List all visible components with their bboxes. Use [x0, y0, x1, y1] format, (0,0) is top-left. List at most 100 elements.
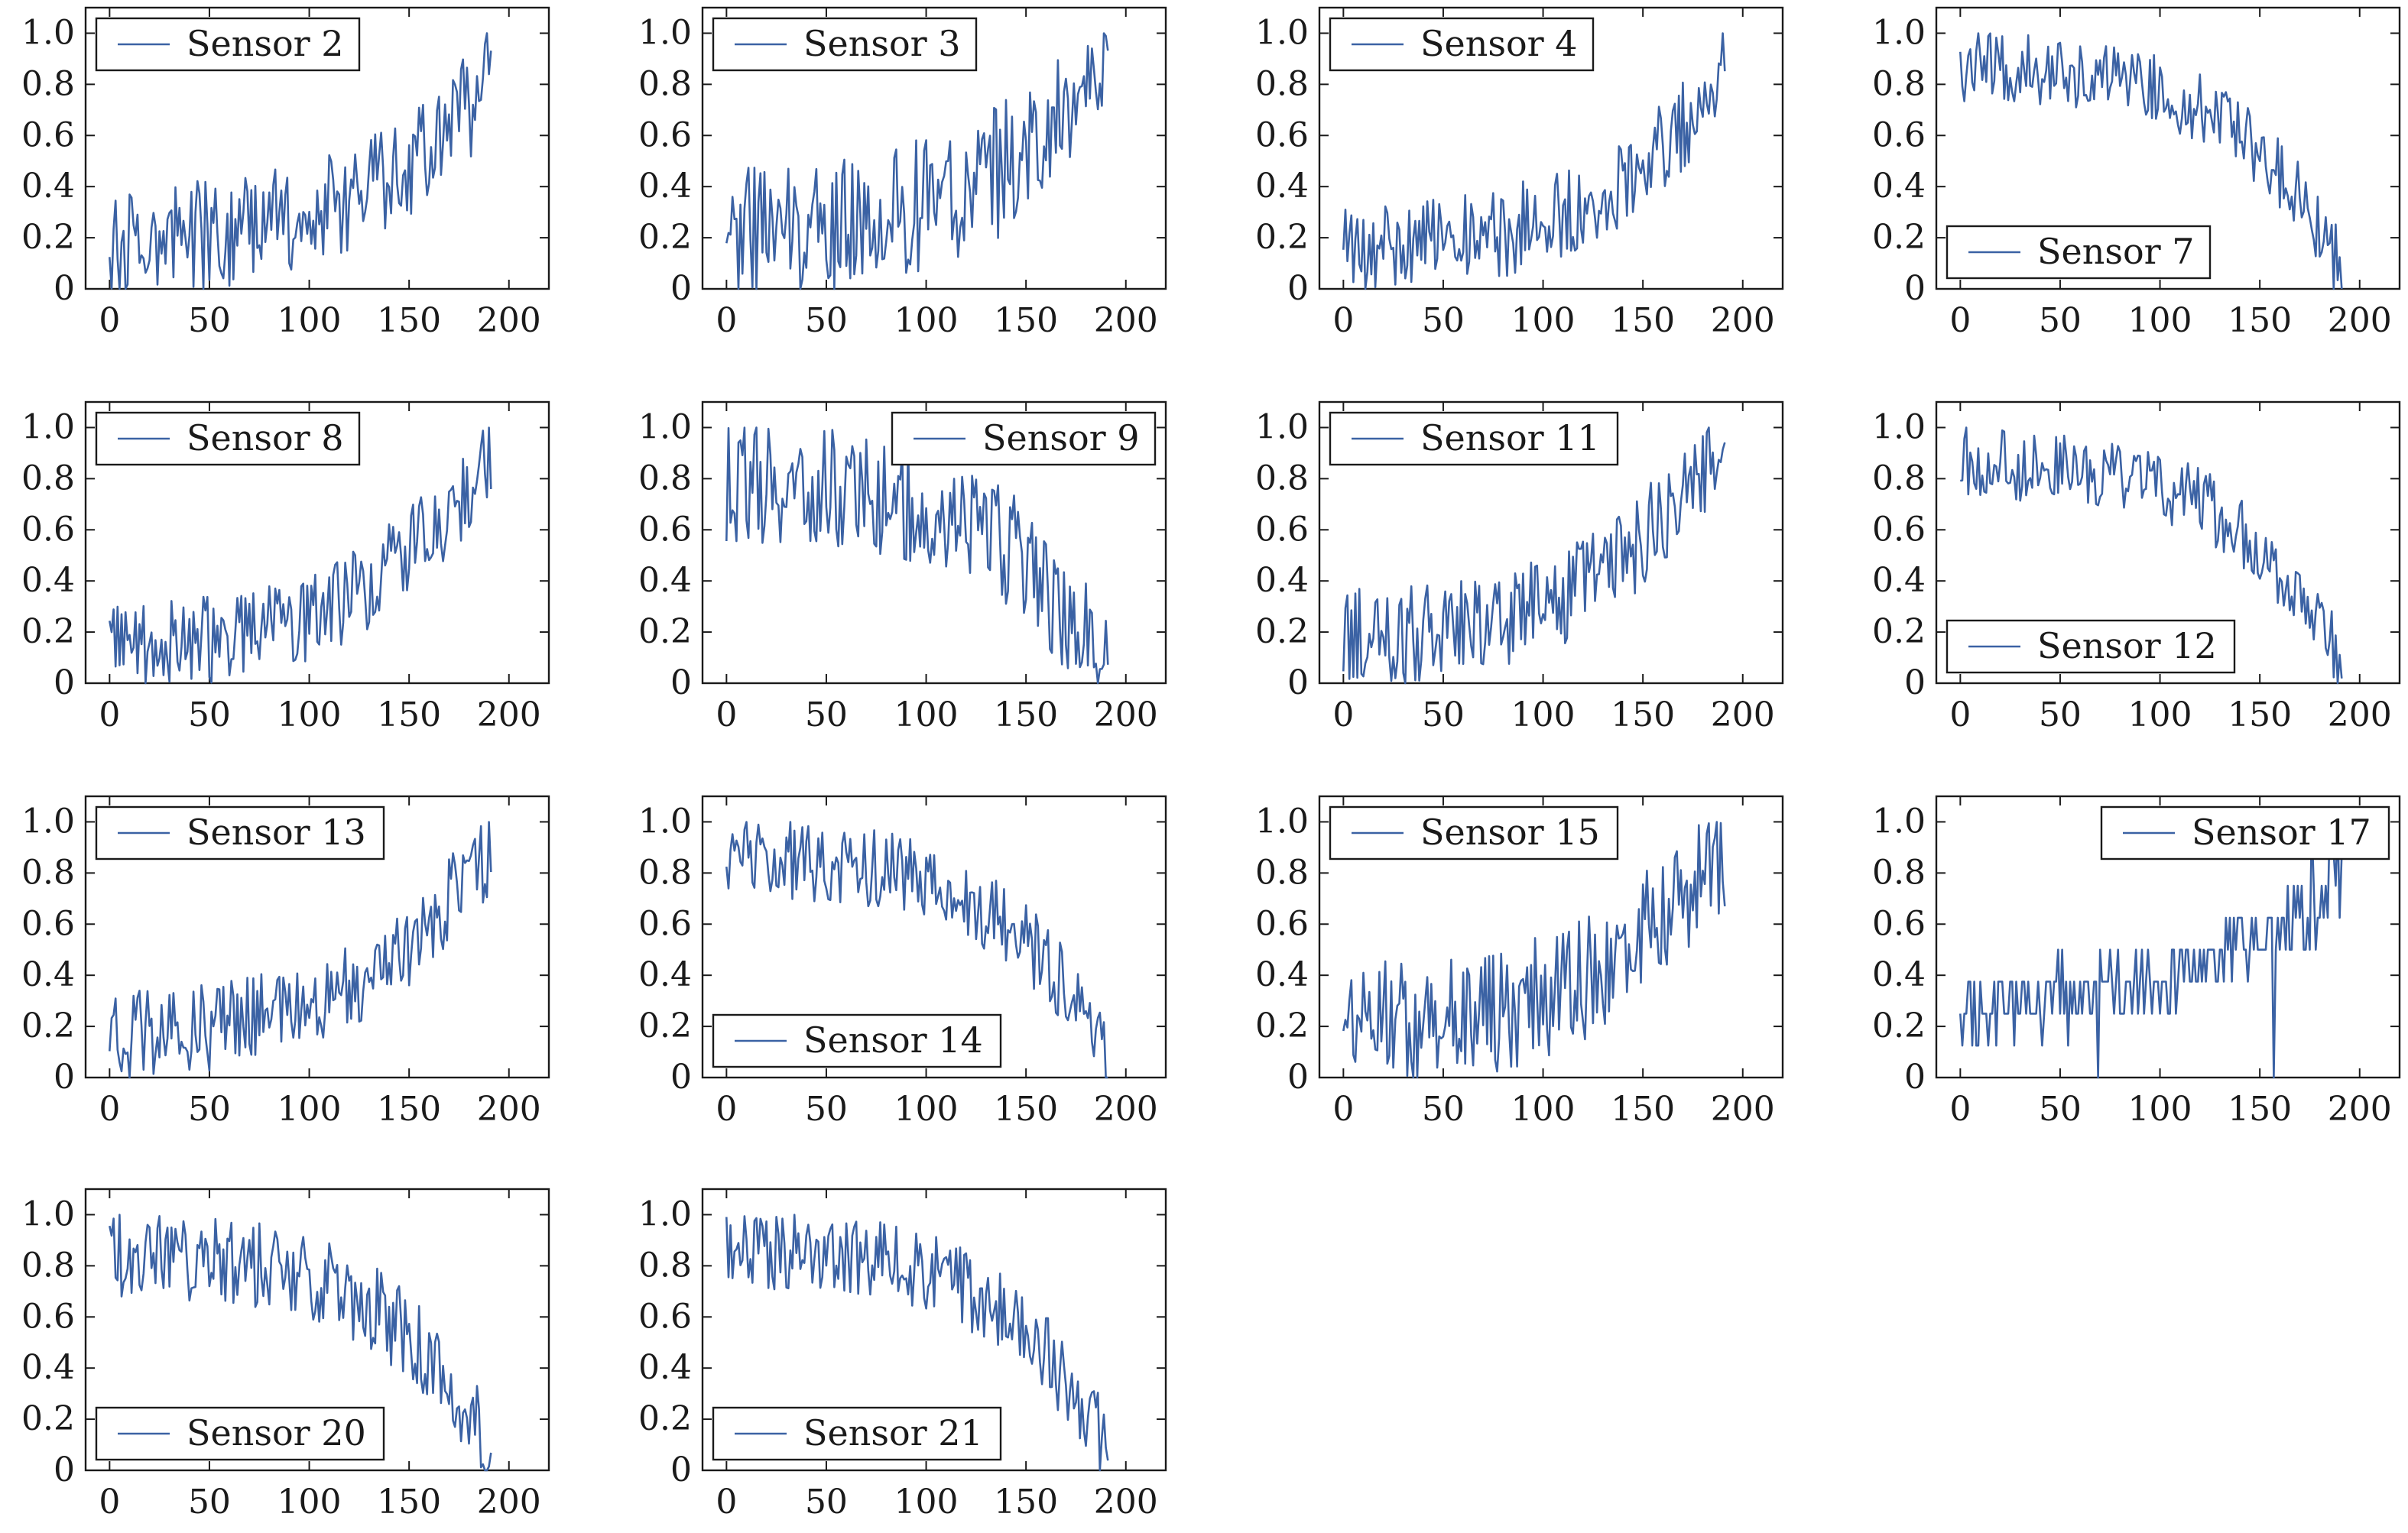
y-tick-label: 0.4: [1872, 561, 1926, 600]
y-tick-label: 0.6: [638, 510, 692, 549]
x-tick-label: 0: [716, 301, 737, 340]
y-tick-label: 1.0: [21, 407, 75, 446]
y-tick-label: 0.6: [21, 510, 75, 549]
legend-label: Sensor 8: [187, 417, 344, 459]
y-tick-label: 0.8: [21, 64, 75, 103]
series-line: [109, 426, 492, 685]
y-tick-label: 0: [1904, 269, 1926, 308]
chart-panel: 0 0.2 0.4 0.6 0.8 1.0 0 50 100 150 200 Sensor 15: [1255, 795, 1784, 1129]
x-tick-label: 50: [1422, 301, 1465, 340]
chart-panel: 0 0.2 0.4 0.6 0.8 1.0 0 50 100 150 200 Sensor 12: [1872, 400, 2401, 734]
y-tick-label: 0.4: [1255, 561, 1309, 600]
y-tick-label: 0.4: [1872, 167, 1926, 206]
y-tick-label: 0.6: [638, 1297, 692, 1336]
x-tick-label: 0: [99, 695, 120, 734]
y-tick-label: 0.4: [21, 1348, 75, 1387]
plot-frame: [701, 400, 1167, 685]
chart-panel: 0 0.2 0.4 0.6 0.8 1.0 0 50 100 150 200 Sensor 13: [21, 795, 550, 1129]
y-tick-label: 0.2: [638, 1006, 692, 1045]
x-tick-label: 50: [805, 1090, 848, 1129]
y-tick-label: 0: [54, 663, 75, 702]
plot-frame: [1935, 6, 2401, 290]
y-tick-label: 0.8: [1872, 459, 1926, 497]
y-tick-label: 1.0: [21, 13, 75, 52]
x-tick-label: 0: [1949, 1090, 1971, 1129]
legend-label: Sensor 20: [187, 1412, 366, 1454]
y-tick-label: 0.2: [21, 1399, 75, 1438]
x-tick-label: 200: [2328, 1090, 2392, 1129]
series-line: [109, 1214, 492, 1472]
y-tick-label: 0: [54, 1058, 75, 1097]
y-tick-label: 0.6: [638, 115, 692, 154]
y-tick-label: 0.8: [638, 64, 692, 103]
y-tick-label: 0.2: [1255, 612, 1309, 651]
y-tick-label: 1.0: [1872, 13, 1926, 52]
y-tick-label: 0.6: [1872, 904, 1926, 943]
x-tick-label: 50: [2039, 695, 2082, 734]
x-tick-label: 0: [99, 301, 120, 340]
x-tick-label: 150: [1611, 695, 1675, 734]
y-tick-label: 1.0: [1255, 13, 1309, 52]
y-tick-label: 0.2: [638, 612, 692, 651]
y-tick-label: 1.0: [638, 13, 692, 52]
y-tick-label: 0.2: [1255, 1006, 1309, 1045]
y-tick-label: 0: [54, 269, 75, 308]
series-line: [1342, 426, 1726, 685]
x-tick-label: 50: [805, 301, 848, 340]
y-tick-label: 0.8: [638, 853, 692, 892]
legend-label: Sensor 7: [2037, 231, 2195, 272]
y-tick-label: 0: [1287, 269, 1309, 308]
plot-frame: [701, 795, 1167, 1079]
y-tick-label: 0.8: [1872, 64, 1926, 103]
y-tick-label: 0: [54, 1450, 75, 1489]
series-line: [725, 821, 1108, 1079]
legend-label: Sensor 21: [803, 1412, 983, 1454]
x-tick-label: 0: [1332, 301, 1354, 340]
x-tick-label: 200: [477, 301, 541, 340]
x-tick-label: 100: [894, 1483, 959, 1522]
x-tick-label: 100: [2128, 695, 2192, 734]
chart-panel: 0 0.2 0.4 0.6 0.8 1.0 0 50 100 150 200 Sensor 7: [1872, 6, 2401, 340]
series-line: [109, 821, 492, 1079]
y-tick-label: 0.6: [1255, 510, 1309, 549]
series-line: [725, 1214, 1109, 1472]
x-tick-label: 0: [1332, 1090, 1354, 1129]
x-tick-label: 200: [1711, 1090, 1775, 1129]
y-tick-label: 0.6: [21, 1297, 75, 1336]
x-tick-label: 100: [2128, 301, 2192, 340]
y-tick-label: 0.6: [21, 904, 75, 943]
y-tick-label: 0: [670, 1058, 692, 1097]
y-tick-label: 0: [1287, 663, 1309, 702]
y-tick-label: 0: [1904, 1058, 1926, 1097]
x-tick-label: 100: [277, 1090, 342, 1129]
y-tick-label: 0.6: [1872, 510, 1926, 549]
legend-label: Sensor 12: [2037, 625, 2217, 666]
x-tick-label: 50: [188, 695, 231, 734]
y-tick-label: 0.8: [638, 459, 692, 497]
y-tick-label: 1.0: [638, 407, 692, 446]
y-tick-label: 1.0: [638, 1194, 692, 1233]
series-line: [109, 32, 492, 290]
x-tick-label: 100: [894, 695, 959, 734]
plot-frame: [84, 795, 550, 1079]
legend-label: Sensor 15: [1420, 812, 1600, 853]
plot-frame: [701, 1188, 1167, 1472]
y-tick-label: 0.6: [1872, 115, 1926, 154]
chart-panel: 0 0.2 0.4 0.6 0.8 1.0 0 50 100 150 200 Sensor 4: [1255, 6, 1784, 340]
legend-label: Sensor 17: [2192, 812, 2371, 853]
y-tick-label: 0: [670, 269, 692, 308]
y-tick-label: 0: [1904, 663, 1926, 702]
x-tick-label: 100: [894, 301, 959, 340]
chart-panel: 0 0.2 0.4 0.6 0.8 1.0 0 50 100 150 200 Sensor 14: [638, 795, 1167, 1129]
x-tick-label: 200: [1711, 301, 1775, 340]
x-tick-label: 0: [99, 1090, 120, 1129]
y-tick-label: 0.4: [638, 561, 692, 600]
chart-panel: 0 0.2 0.4 0.6 0.8 1.0 0 50 100 150 200 Sensor 21: [638, 1188, 1167, 1522]
x-tick-label: 50: [2039, 301, 2082, 340]
x-tick-label: 150: [2228, 695, 2292, 734]
x-tick-label: 200: [1094, 695, 1158, 734]
y-tick-label: 0.6: [1255, 115, 1309, 154]
y-tick-label: 1.0: [21, 802, 75, 841]
x-tick-label: 50: [1422, 1090, 1465, 1129]
